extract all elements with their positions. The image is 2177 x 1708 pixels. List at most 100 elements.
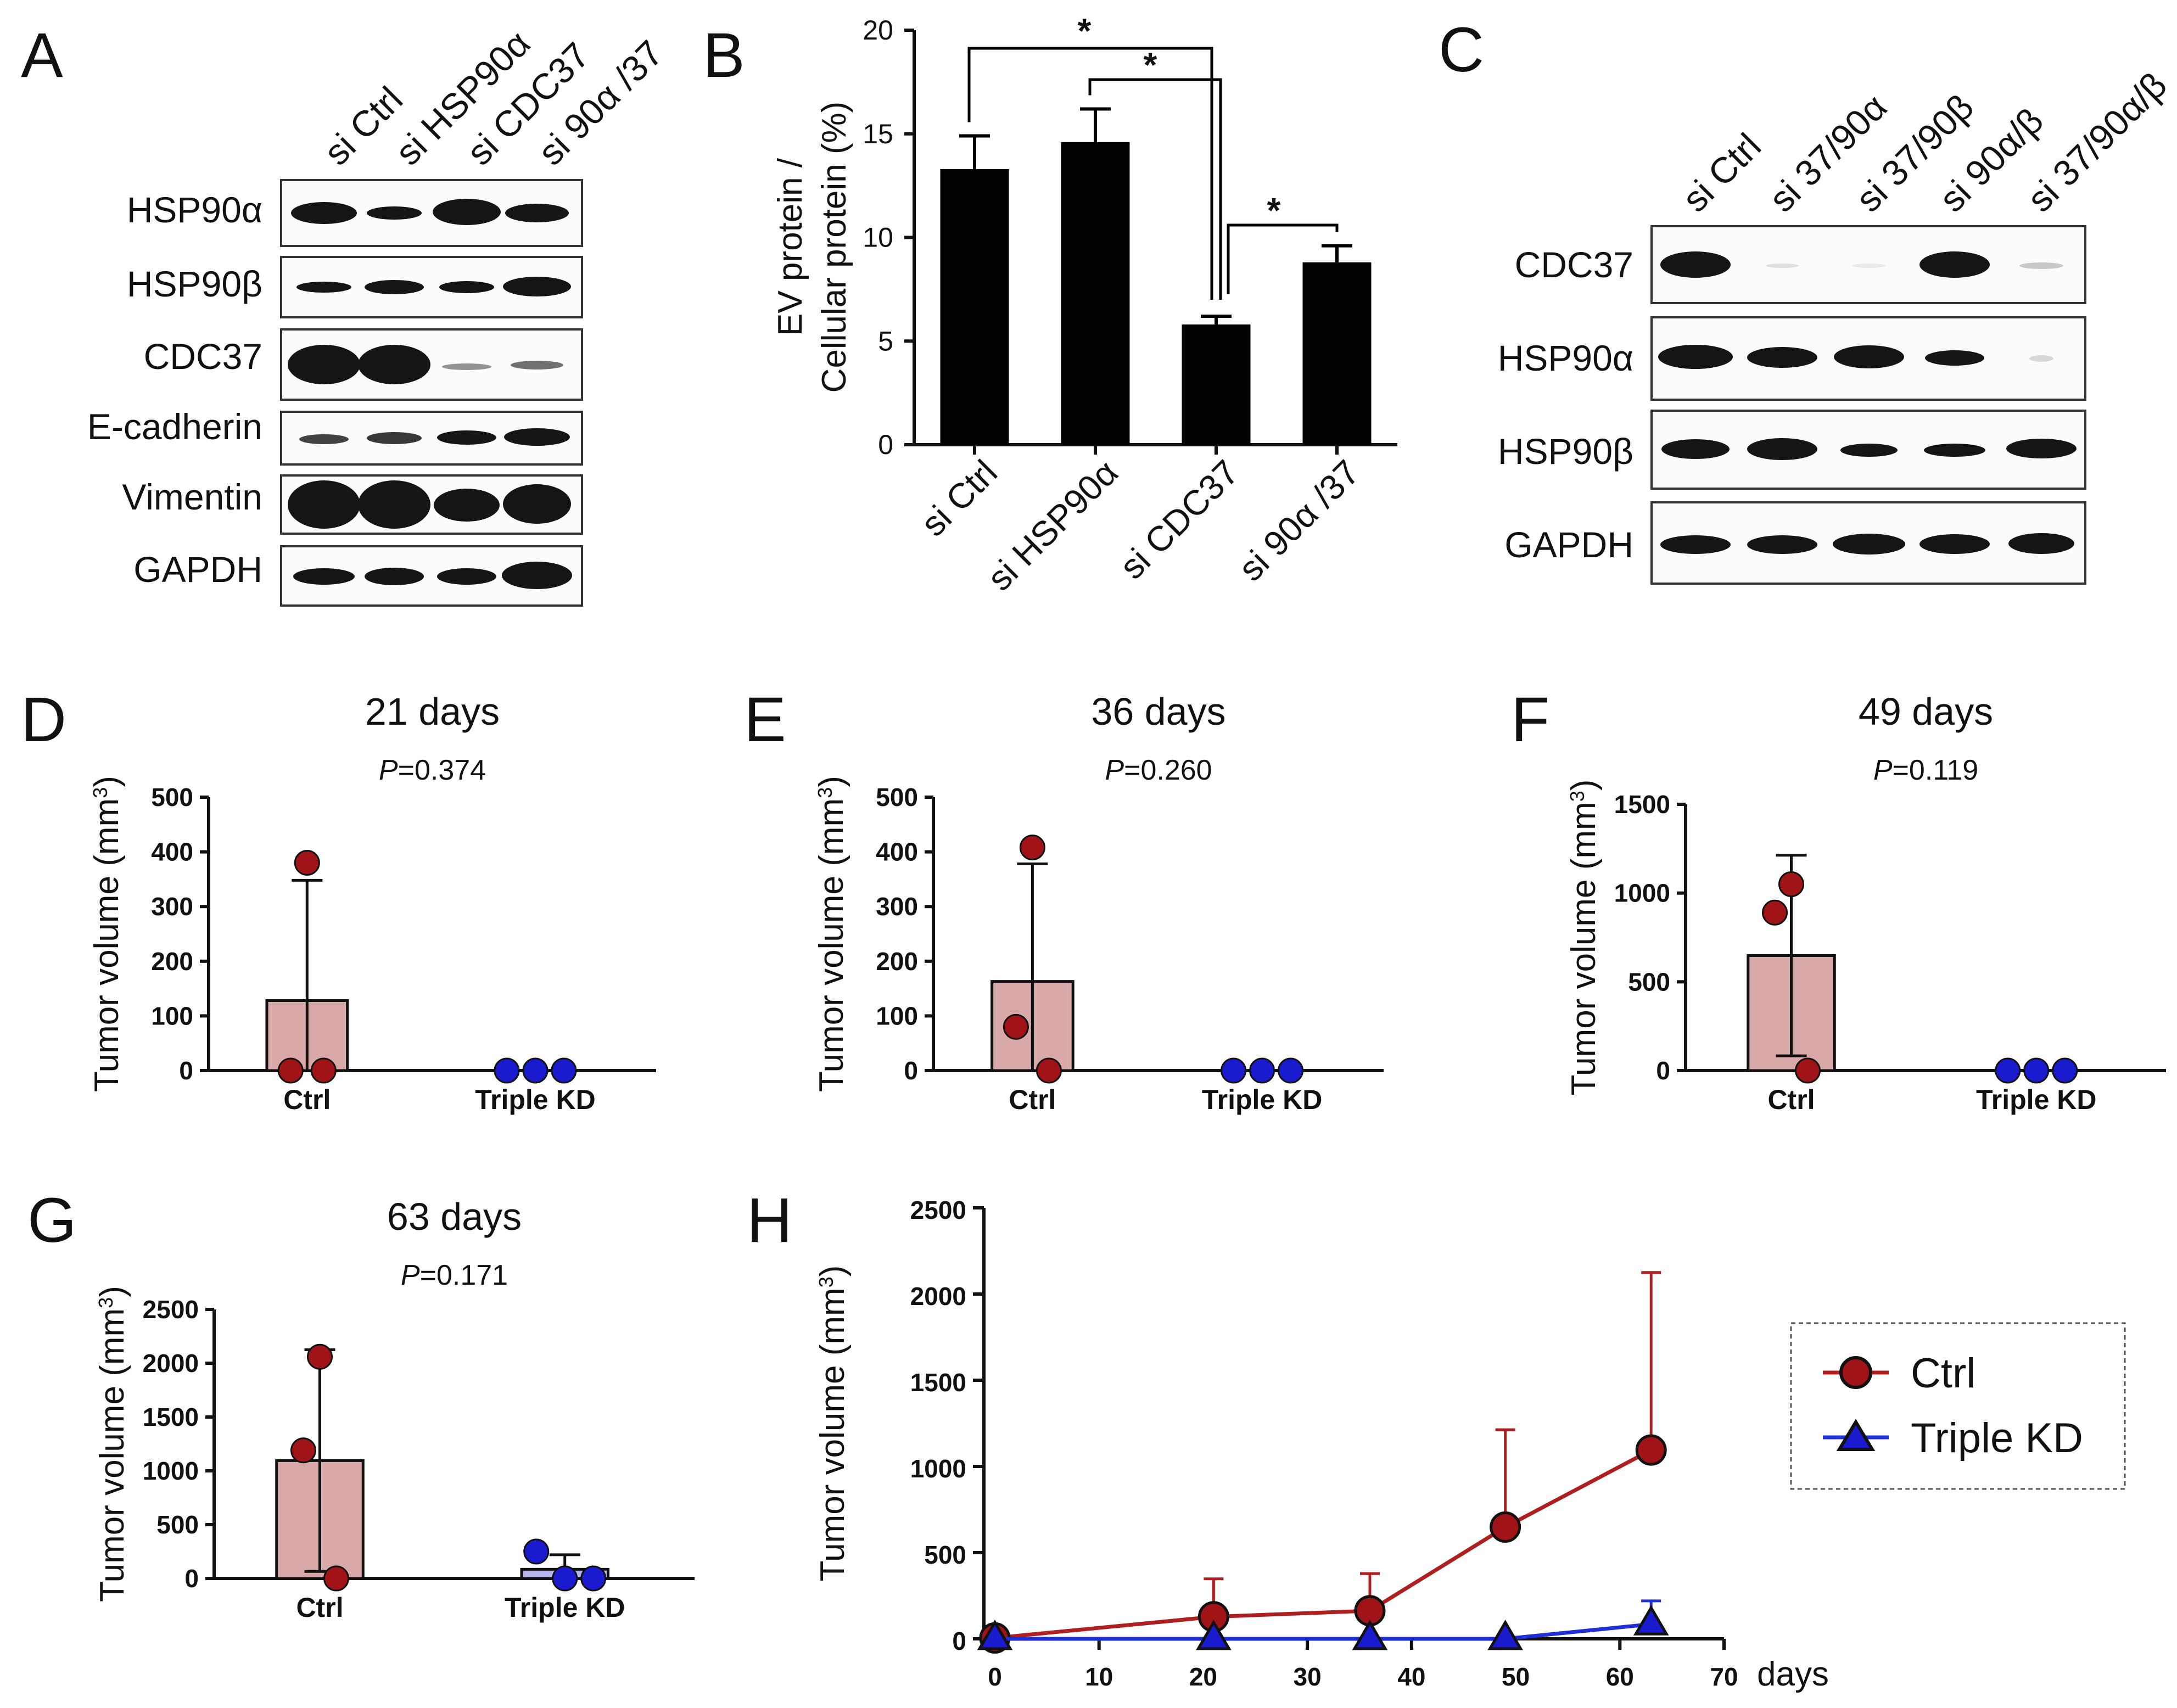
lane-label: si Ctrl bbox=[1675, 125, 1769, 220]
band bbox=[437, 430, 496, 445]
protein-label: HSP90α bbox=[127, 189, 262, 230]
y-tick-label: 20 bbox=[863, 15, 893, 46]
data-point bbox=[310, 1057, 337, 1084]
chart-title: 36 days bbox=[1091, 690, 1225, 733]
category-label: Triple KD bbox=[505, 1592, 625, 1623]
y-axis-label-superscript: 3 bbox=[814, 787, 836, 798]
data-point bbox=[277, 1057, 304, 1084]
category-label: Ctrl bbox=[283, 1084, 331, 1115]
data-point bbox=[294, 850, 320, 876]
y-tick-label: 0 bbox=[179, 1056, 193, 1085]
lane-label: si 37/90α/β bbox=[2019, 64, 2175, 220]
panel-b: B EV protein / Cellular protein (%) * * … bbox=[703, 11, 1397, 598]
data-point bbox=[1352, 1620, 1388, 1650]
band bbox=[502, 562, 572, 589]
band bbox=[2006, 439, 2077, 458]
y-axis-label-close: ) bbox=[88, 776, 126, 787]
band bbox=[1747, 535, 1817, 554]
y-tick-label: 1000 bbox=[143, 1457, 199, 1485]
data-point bbox=[522, 1057, 549, 1084]
band bbox=[288, 480, 360, 529]
band bbox=[1747, 347, 1817, 368]
bar bbox=[1302, 262, 1372, 445]
band bbox=[358, 480, 430, 529]
band bbox=[1840, 444, 1898, 457]
data-point bbox=[1278, 1057, 1304, 1084]
y-tick-label: 400 bbox=[151, 838, 193, 866]
y-tick-label: 0 bbox=[184, 1564, 199, 1593]
data-point bbox=[1778, 871, 1804, 897]
bar bbox=[1061, 142, 1130, 445]
band bbox=[1834, 345, 1904, 368]
p-symbol: P bbox=[401, 1259, 420, 1291]
x-tick-label: 70 bbox=[1710, 1662, 1738, 1691]
data-point bbox=[290, 1437, 316, 1464]
panel-d-label: D bbox=[21, 685, 66, 755]
y-axis-label-text: Tumor volume (mm bbox=[1565, 802, 1603, 1095]
protein-label: Vimentin bbox=[122, 477, 262, 517]
y-tick-label: 400 bbox=[876, 838, 918, 866]
chart-b: EV protein / Cellular protein (%) * * * … bbox=[771, 11, 1397, 598]
y-tick-label: 500 bbox=[924, 1541, 966, 1569]
band bbox=[2029, 355, 2053, 362]
band bbox=[2019, 262, 2063, 269]
band bbox=[511, 361, 563, 369]
band bbox=[1661, 439, 1730, 459]
band bbox=[503, 277, 571, 296]
band bbox=[504, 428, 570, 446]
data-point bbox=[2023, 1057, 2050, 1084]
y-axis-label-superscript: 3 bbox=[89, 787, 111, 798]
y-tick-label: 300 bbox=[151, 892, 193, 921]
significance-bracket bbox=[967, 47, 1213, 300]
data-point bbox=[1762, 899, 1788, 926]
y-tick-label: 500 bbox=[1628, 967, 1670, 996]
legend-kd-label: Triple KD bbox=[1911, 1415, 2083, 1461]
p-symbol: P bbox=[1873, 754, 1893, 786]
series-line bbox=[994, 1448, 1652, 1640]
y-tick-label: 500 bbox=[876, 783, 918, 811]
band bbox=[442, 363, 491, 370]
p-symbol: P bbox=[1105, 754, 1124, 786]
y-axis-label-text: Tumor volume (mm bbox=[814, 1287, 852, 1581]
y-tick-label: 5 bbox=[878, 326, 893, 356]
category-label: Triple KD bbox=[1202, 1084, 1322, 1115]
y-axis-label-line1: EV protein / bbox=[771, 158, 809, 336]
protein-label: GAPDH bbox=[133, 549, 262, 590]
y-tick-label: 500 bbox=[151, 783, 193, 811]
y-tick-label: 2000 bbox=[910, 1282, 966, 1311]
panel-a: A si Ctrl si HSP90α si CDC37 si 90α /37 … bbox=[21, 20, 670, 607]
band bbox=[434, 489, 500, 522]
data-point bbox=[1795, 1057, 1821, 1084]
band bbox=[1766, 264, 1799, 268]
category-label: si HSP90α bbox=[980, 452, 1126, 598]
y-axis-label-superscript: 3 bbox=[815, 1276, 837, 1287]
panel-f-label: F bbox=[1511, 685, 1549, 755]
category-label: si CDC37 bbox=[1112, 452, 1246, 587]
y-axis-label-superscript: 3 bbox=[1566, 791, 1588, 802]
data-point bbox=[1196, 1620, 1232, 1650]
chart-f: 49 days P=0.119 Tumor volume (mm3) 0 500 1000… bbox=[1565, 690, 2166, 1115]
significance-star: * bbox=[1267, 191, 1281, 230]
band bbox=[291, 202, 357, 224]
category-label: Triple KD bbox=[475, 1084, 595, 1115]
data-point bbox=[1003, 1013, 1029, 1040]
p-value: =0.260 bbox=[1124, 754, 1212, 786]
band bbox=[1658, 345, 1733, 369]
y-tick-label: 0 bbox=[952, 1627, 966, 1655]
band bbox=[1853, 264, 1885, 268]
x-tick-label: 10 bbox=[1085, 1662, 1113, 1691]
data-point bbox=[552, 1565, 578, 1592]
y-axis-label-close: ) bbox=[814, 1265, 852, 1277]
band bbox=[365, 280, 424, 294]
data-point bbox=[551, 1057, 577, 1084]
band bbox=[1919, 534, 1990, 554]
y-tick-label: 0 bbox=[1656, 1056, 1670, 1085]
band bbox=[433, 199, 501, 225]
y-tick-label: 1000 bbox=[1614, 879, 1670, 908]
y-axis-label-close: ) bbox=[1565, 780, 1603, 791]
data-point bbox=[1019, 835, 1045, 861]
y-tick-label: 200 bbox=[876, 947, 918, 976]
protein-label: CDC37 bbox=[1515, 244, 1633, 285]
protein-label: HSP90β bbox=[1498, 431, 1633, 472]
